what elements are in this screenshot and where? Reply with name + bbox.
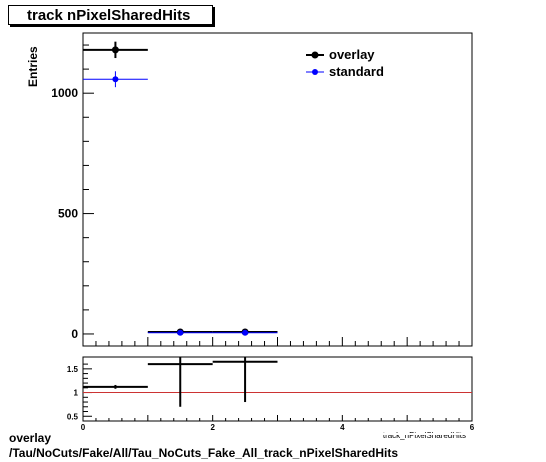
xlabel-mask xyxy=(300,433,546,435)
main-data-marks xyxy=(83,41,278,336)
main-y-tick-label: 0 xyxy=(71,327,78,341)
ratio-y-tick-label: 0.5 xyxy=(67,412,79,421)
main-plot-frame xyxy=(82,32,473,347)
ratio-x-tick-label: 0 xyxy=(81,423,86,432)
chart-title: track nPixelSharedHits xyxy=(8,5,213,25)
ratio-x-tick-label: 6 xyxy=(470,423,475,432)
ratio-xlabel: track_nPixelSharedHits xyxy=(383,431,466,440)
data-point-overlay xyxy=(111,46,119,54)
ratio-y-tick-label: 1.5 xyxy=(67,365,79,374)
legend-standard-label: standard xyxy=(329,64,384,79)
main-axes: 0 500 1000 xyxy=(51,44,473,346)
ratio-plot-frame xyxy=(82,356,473,422)
main-y-tick-label: 1000 xyxy=(51,86,78,100)
legend-standard-marker xyxy=(312,69,318,75)
main-ylabel: Entries xyxy=(26,46,40,87)
ratio-data-marks xyxy=(83,357,472,407)
footer-line-1: overlay xyxy=(9,431,52,445)
footer-line-2: /Tau/NoCuts/Fake/All/Tau_NoCuts_Fake_All… xyxy=(9,446,399,460)
ratio-x-tick-label: 4 xyxy=(340,423,345,432)
ratio-x-tick-label: 2 xyxy=(210,423,215,432)
legend-overlay-marker xyxy=(311,51,319,59)
data-point-standard xyxy=(112,76,119,83)
ratio-y-tick-label: 1 xyxy=(74,389,79,398)
data-point-standard xyxy=(177,329,184,336)
ratio-axes: 0.5 1 1.5 0 2 4 6 xyxy=(67,363,475,432)
legend-overlay-label: overlay xyxy=(329,47,375,62)
main-y-tick-label: 500 xyxy=(58,207,78,221)
data-point-standard xyxy=(242,329,249,336)
legend: overlay standard xyxy=(306,47,384,79)
